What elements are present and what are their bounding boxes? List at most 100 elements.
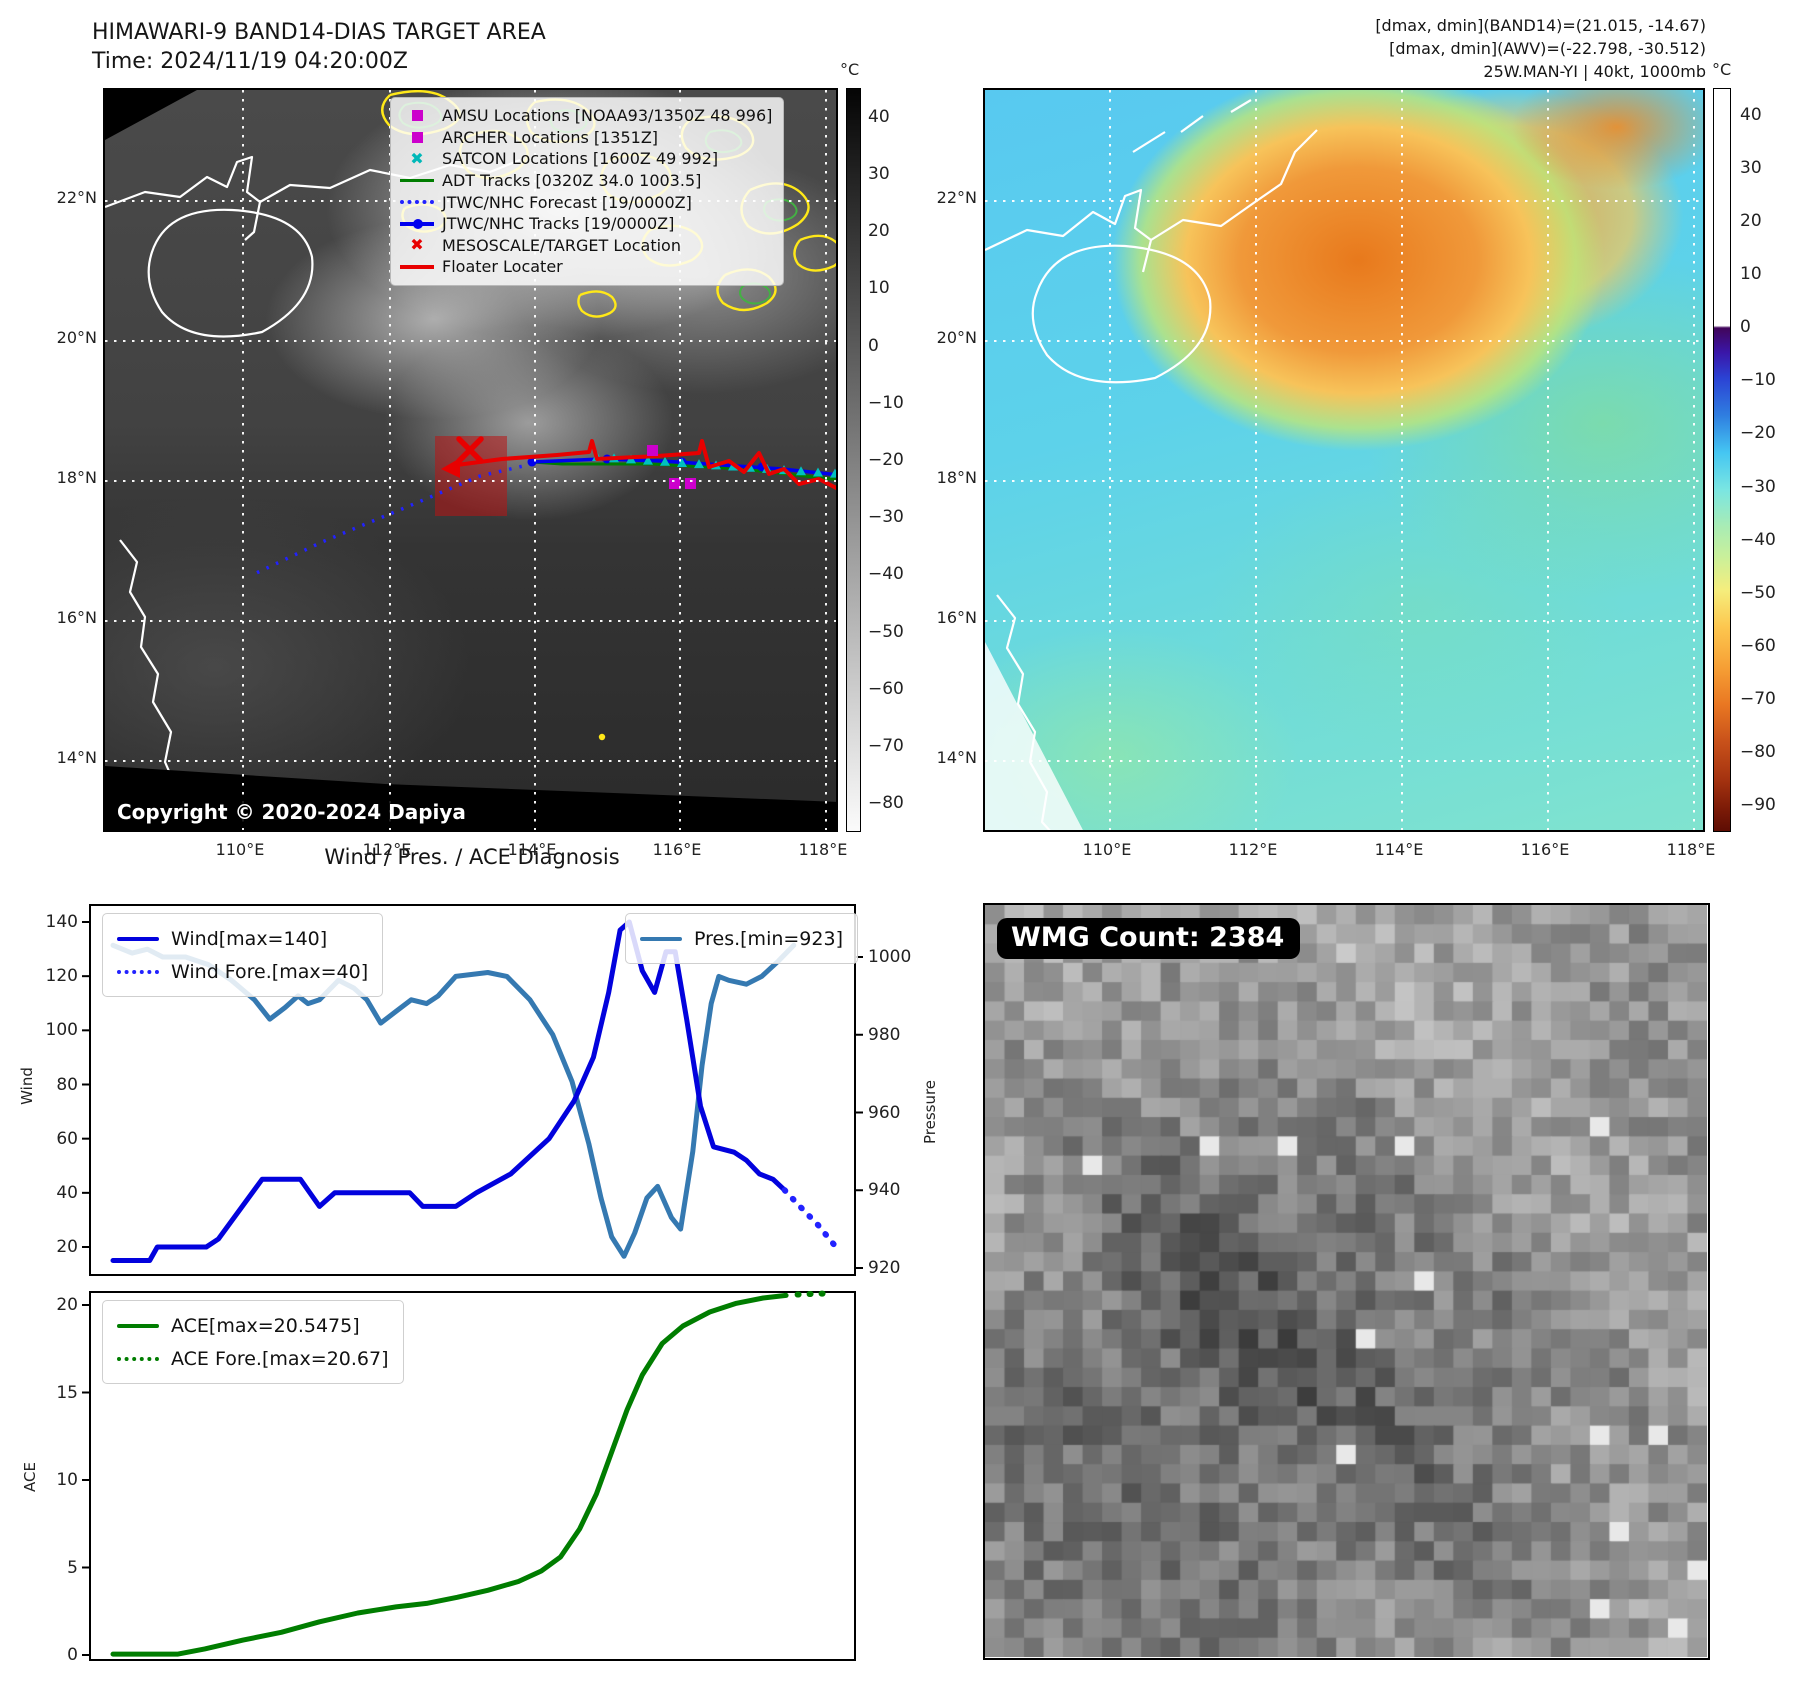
chart-legend-label: Wind Fore.[max=40] (171, 960, 369, 983)
map-legend-label: Floater Locater (442, 257, 563, 277)
wind-axis-label: Wind (18, 1067, 36, 1105)
floater-track (456, 439, 836, 491)
ace-legend: ACE[max=20.5475] ACE Fore.[max=20.67] (102, 1300, 404, 1384)
lon-tick-label: 118°E (798, 840, 848, 859)
square-marker-icon (400, 110, 434, 122)
chart-legend-item: Wind[max=140] (117, 922, 368, 955)
colorbar-tick-label: 40 (868, 106, 890, 127)
storm-id-label: 25W.MAN-YI | 40kt, 1000mb (1483, 62, 1706, 81)
lon-tick-label: 112°E (1228, 840, 1278, 859)
line-marker-icon (117, 1323, 159, 1328)
lon-tick-label: 114°E (1374, 840, 1424, 859)
map-legend-label: JTWC/NHC Tracks [19/0000Z] (442, 214, 675, 234)
colorbar-tick-label: −10 (1740, 370, 1776, 391)
colorbar-tick-label: −90 (1740, 795, 1776, 816)
lon-tick-label: 112°E (362, 840, 412, 859)
gridline (534, 90, 536, 830)
ace-tick-label: 15 (56, 1382, 78, 1403)
map-legend-item: ✖ MESOSCALE/TARGET Location (400, 235, 772, 257)
wind-tick-label: 100 (45, 1020, 78, 1041)
lat-tick-label: 22°N (936, 188, 977, 207)
gridline (679, 90, 681, 830)
gridline (985, 340, 1703, 342)
gridline (985, 620, 1703, 622)
colorbar-tick-label: −40 (868, 564, 904, 585)
gridline (1693, 90, 1695, 830)
wind-tick-label: 120 (45, 966, 78, 987)
gridline (105, 620, 836, 622)
colorbar-tick-label: 20 (868, 221, 890, 242)
gridline (985, 760, 1703, 762)
line-marker-icon (400, 265, 434, 269)
band14-colorbar-unit: °C (840, 60, 860, 79)
chart-title: Wind / Pres. / ACE Diagnosis (324, 845, 620, 869)
map-legend: AMSU Locations [NOAA93/1350Z 48 996] ARCH… (390, 97, 785, 286)
dotted-line-marker-icon (117, 969, 159, 974)
chart-legend-label: ACE Fore.[max=20.67] (171, 1347, 389, 1370)
map-legend-item: ARCHER Locations [1351Z] (400, 127, 772, 149)
map-legend-item: ADT Tracks [0320Z 34.0 1003.5] (400, 170, 772, 192)
dotted-marker-icon (400, 200, 434, 205)
colorbar-tick-label: −10 (868, 392, 904, 413)
dmax-dmin-awv: [dmax, dmin](AWV)=(-22.798, -30.512) (1389, 39, 1706, 58)
awv-colorbar-unit: °C (1712, 60, 1732, 79)
colorbar-tick-label: 10 (1740, 264, 1762, 284)
lat-tick-label: 14°N (56, 748, 97, 767)
colorbar-tick-label: −80 (1740, 742, 1776, 763)
colorbar-tick-label: 40 (1740, 104, 1762, 125)
colorbar-tick-label: 0 (868, 335, 879, 356)
gridline (1109, 90, 1111, 830)
floater-arrowhead (441, 458, 460, 478)
gridline (1255, 90, 1257, 830)
x-marker-icon: ✖ (410, 235, 424, 255)
map-legend-item: JTWC/NHC Tracks [19/0000Z] (400, 213, 772, 235)
map-legend-label: AMSU Locations [NOAA93/1350Z 48 996] (442, 106, 773, 126)
gridline (105, 480, 836, 482)
pressure-tick-label: 920 (868, 1258, 901, 1278)
chart-legend-item: ACE Fore.[max=20.67] (117, 1342, 389, 1375)
ace-tick-label: 20 (56, 1295, 78, 1315)
colorbar-tick-label: −60 (868, 678, 904, 699)
colorbar-tick-label: −70 (868, 736, 904, 757)
colorbar-tick-label: −50 (1740, 582, 1776, 603)
wind-tick-label: 20 (56, 1237, 78, 1257)
line-dot-marker-icon (400, 218, 434, 229)
wmg-panel: WMG Count: 2384 (983, 903, 1710, 1660)
map-legend-item: ✖ SATCON Locations [1600Z 49 992] (400, 148, 772, 170)
lon-tick-label: 116°E (1520, 840, 1570, 859)
wind-forecast-series (781, 1187, 839, 1250)
gridline (242, 90, 244, 830)
chart-legend-label: Wind[max=140] (171, 927, 328, 950)
gridline (825, 90, 827, 830)
gridline (1547, 90, 1549, 830)
wind-tick-label: 60 (56, 1128, 78, 1149)
coastline (985, 99, 1318, 830)
band14-ir-map: AMSU Locations [NOAA93/1350Z 48 996] ARCH… (103, 88, 838, 832)
line-marker-icon (117, 936, 159, 941)
wmg-count-badge: WMG Count: 2384 (997, 918, 1301, 959)
gridline (389, 90, 391, 830)
colorbar-tick-label: −30 (1740, 476, 1776, 497)
map-legend-label: ADT Tracks [0320Z 34.0 1003.5] (442, 171, 702, 191)
ir-speck (598, 733, 606, 741)
lon-tick-label: 110°E (1082, 840, 1132, 859)
lon-tick-label: 110°E (215, 840, 265, 859)
lat-tick-label: 14°N (936, 748, 977, 767)
pressure-axis-label: Pressure (921, 1079, 939, 1145)
square-marker-icon (400, 131, 434, 143)
line-marker-icon (640, 936, 682, 941)
jtwc-track (531, 457, 836, 477)
colorbar-tick-label: 20 (1740, 210, 1762, 231)
lat-tick-label: 20°N (56, 328, 97, 347)
lat-tick-label: 22°N (56, 188, 97, 207)
map-legend-item: JTWC/NHC Forecast [19/0000Z] (400, 191, 772, 213)
wind-tick-label: 40 (56, 1182, 78, 1203)
gridline (985, 480, 1703, 482)
pressure-legend: Pres.[min=923] (625, 913, 858, 964)
colorbar-tick-label: −60 (1740, 636, 1776, 656)
chart-legend-item: Pres.[min=923] (640, 922, 843, 955)
colorbar-tick-label: −20 (1740, 423, 1776, 444)
lat-tick-label: 18°N (56, 468, 97, 487)
pressure-tick-label: 940 (868, 1180, 901, 1201)
